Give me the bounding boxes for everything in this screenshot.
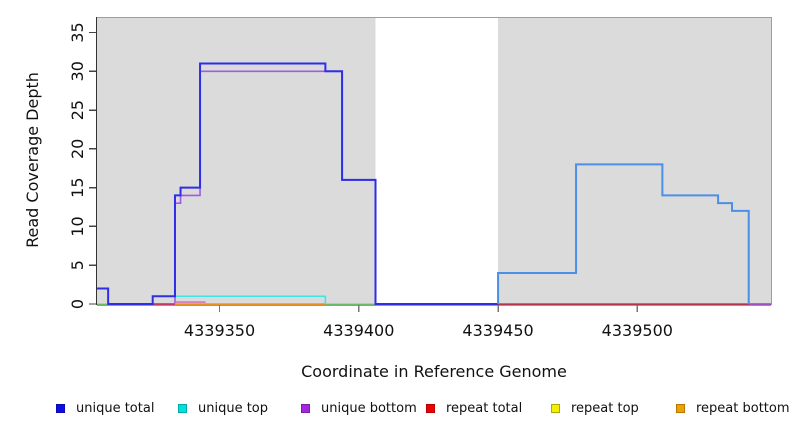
x-axis-label: Coordinate in Reference Genome: [301, 362, 567, 381]
legend-label: repeat bottom: [696, 400, 790, 416]
legend-swatch-icon: [676, 403, 685, 413]
series-line-unique-top: [152, 295, 327, 304]
y-tick-label: 0: [68, 299, 87, 309]
legend-label: unique bottom: [321, 400, 417, 416]
legend-item-unique-top: unique top: [178, 399, 268, 417]
x-tick-label: 4339500: [602, 321, 673, 340]
shaded-region-1: [498, 18, 771, 305]
x-tick-label: 4339450: [462, 321, 533, 340]
legend: unique total unique top unique bottom repea…: [0, 399, 792, 423]
legend-item-unique-bottom: unique bottom: [301, 399, 417, 417]
legend-swatch-icon: [426, 403, 435, 413]
shaded-regions-layer: [97, 18, 771, 305]
chart-canvas: 4339350 4339400 4339450 4339500 0 5 10 15 20 25 30…: [23, 16, 773, 381]
y-tick-label: 10: [68, 216, 87, 236]
legend-item-repeat-bottom: repeat bottom: [676, 399, 790, 417]
shaded-region-0: [97, 18, 376, 305]
legend-swatch-icon: [301, 403, 310, 413]
legend-label: unique total: [76, 400, 155, 416]
legend-swatch-icon: [56, 403, 65, 413]
y-axis-label: Read Coverage Depth: [23, 72, 42, 248]
legend-swatch-icon: [178, 403, 187, 413]
y-tick-label: 15: [68, 177, 87, 197]
y-tick-label: 5: [68, 260, 87, 270]
x-tick-label: 4339400: [323, 321, 394, 340]
y-tick-label: 20: [68, 139, 87, 159]
legend-swatch-icon: [551, 403, 560, 413]
legend-item-repeat-top: repeat top: [551, 399, 639, 417]
series-line-unique-total-left: [97, 62, 499, 305]
legend-item-unique-total: unique total: [56, 399, 154, 417]
y-tick-label: 25: [68, 100, 87, 120]
series-lines-layer: [97, 62, 771, 305]
legend-label: repeat top: [571, 400, 639, 416]
y-tick-label: 35: [68, 22, 87, 42]
x-tick-label: 4339350: [184, 321, 255, 340]
legend-label: unique top: [198, 400, 269, 416]
legend-label: repeat total: [446, 400, 523, 416]
series-line-unique-total-right: [497, 163, 750, 304]
axis-ticks-layer: 4339350 4339400 4339450 4339500 0 5 10 15 20 25 30…: [68, 22, 673, 340]
legend-item-repeat-total: repeat total: [426, 399, 522, 417]
y-tick-label: 30: [68, 61, 87, 81]
